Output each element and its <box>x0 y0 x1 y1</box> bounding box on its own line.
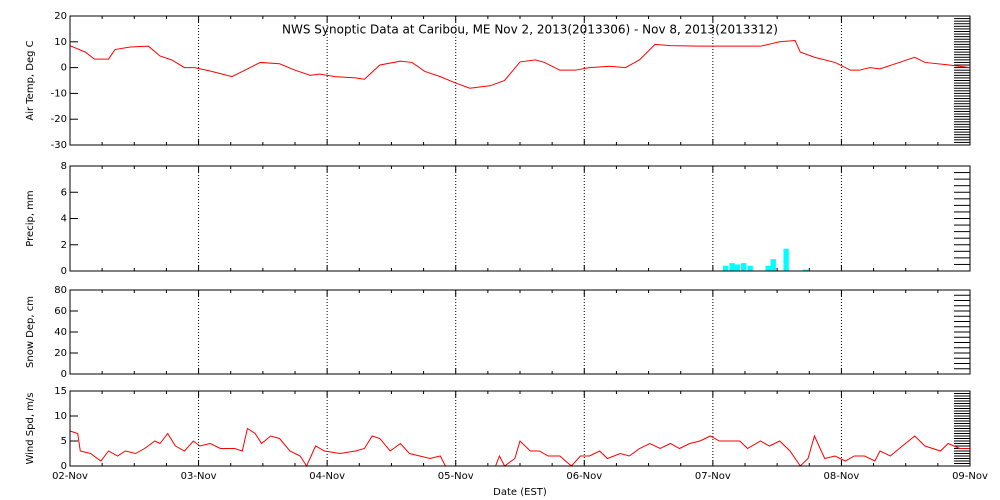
bar <box>729 263 735 271</box>
y-tick-label: 15 <box>54 386 67 397</box>
y-tick-label: -20 <box>51 114 67 125</box>
y-tick-label: 20 <box>54 348 67 359</box>
bar <box>741 263 747 271</box>
bar <box>734 264 740 271</box>
y-tick-label: 20 <box>54 11 67 22</box>
x-axis-label: Date (EST) <box>493 487 547 498</box>
y-tick-label: 0 <box>61 63 67 74</box>
x-tick-label: 09-Nov <box>952 471 988 482</box>
y-axis-label: Air Temp, Deg C <box>25 40 36 120</box>
y-tick-label: 60 <box>54 306 67 317</box>
y-tick-label: 8 <box>61 161 67 172</box>
y-tick-label: 80 <box>54 285 67 296</box>
plot-frame <box>69 165 971 272</box>
bar <box>747 265 753 271</box>
plot-frame <box>69 15 971 146</box>
y-tick-label: 10 <box>54 411 67 422</box>
bar <box>770 259 776 271</box>
x-tick-label: 06-Nov <box>566 471 602 482</box>
plot-frame <box>69 390 971 467</box>
y-tick-label: 4 <box>61 214 67 225</box>
x-tick-label: 03-Nov <box>181 471 217 482</box>
y-tick-label: 0 <box>61 461 67 472</box>
x-tick-label: 04-Nov <box>309 471 345 482</box>
data-line <box>69 427 970 468</box>
x-tick-label: 05-Nov <box>438 471 474 482</box>
bar <box>765 265 771 271</box>
x-tick-label: 08-Nov <box>823 471 859 482</box>
y-tick-label: -30 <box>51 140 67 151</box>
bar <box>783 248 789 271</box>
y-tick-label: 5 <box>61 436 67 447</box>
y-axis-label: Snow Dep, cm <box>25 296 36 368</box>
data-line <box>69 39 971 89</box>
chart-title: NWS Synoptic Data at Caribou, ME Nov 2, … <box>282 23 778 37</box>
y-tick-label: -10 <box>51 88 67 99</box>
y-tick-label: 2 <box>61 240 67 251</box>
bar <box>802 269 809 271</box>
y-tick-label: 0 <box>61 266 67 277</box>
y-tick-label: 0 <box>61 369 67 380</box>
y-tick-label: 10 <box>54 37 67 48</box>
y-axis-label: Precip, mm <box>25 190 36 246</box>
bar <box>723 265 729 271</box>
plot-frame <box>69 289 971 375</box>
y-tick-label: 6 <box>61 187 67 198</box>
y-axis-label: Wind Spd, m/s <box>25 392 36 464</box>
x-tick-label: 02-Nov <box>52 471 88 482</box>
y-tick-label: 40 <box>54 327 67 338</box>
x-tick-label: 07-Nov <box>695 471 731 482</box>
